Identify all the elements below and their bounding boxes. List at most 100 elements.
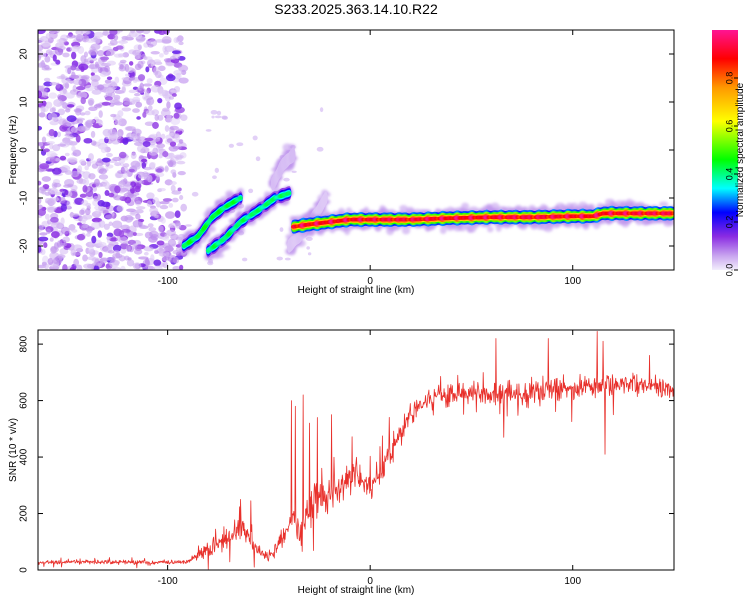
spectrogram-noise-blob (154, 250, 159, 255)
spectrogram-noise-blob (168, 202, 174, 208)
spectrogram-noise-blob (111, 220, 123, 229)
spectrogram-noise-blob (48, 128, 55, 137)
spectrogram-noise-blob (134, 185, 141, 193)
spectrogram-ridge-layer (205, 191, 292, 253)
spectrogram-noise-blob (162, 107, 170, 112)
spectrogram-noise-blob (57, 108, 66, 116)
spectrogram-noise-blob (170, 181, 177, 186)
spectrogram-noise-blob (61, 76, 71, 85)
spectrogram-noise-blob (78, 63, 89, 71)
spectrogram-noise-blob (69, 267, 75, 270)
spectrogram-noise-blob (84, 30, 90, 35)
spectrogram-noise-blob (104, 79, 112, 84)
spectrogram-noise-blob (75, 134, 81, 143)
spectrogram-noise-blob (117, 40, 128, 44)
spectrogram-noise-blob (43, 77, 51, 82)
spectrogram-noise-blob (99, 257, 108, 264)
spectrogram-noise-blob (129, 61, 134, 66)
spectrogram-ridge-cell (238, 196, 243, 200)
spectrogram-noise-blob (72, 244, 83, 252)
spectrogram-noise-blob (146, 97, 155, 106)
spectrogram-noise-blob (162, 236, 170, 241)
spectrogram-noise-blob (88, 48, 99, 56)
spectrogram-noise-blob (38, 125, 43, 131)
spectrogram-noise-blob (38, 30, 46, 35)
spectrogram-noise-blob (114, 121, 122, 126)
spectrogram-noise-blob (164, 94, 171, 102)
spectrogram-noise-blob (58, 197, 66, 204)
spectrogram-stray-speckle (252, 135, 258, 141)
spectrogram-noise-blob (90, 43, 101, 50)
spectrogram-noise-blob (50, 245, 57, 254)
spectrogram-noise-blob (172, 265, 181, 270)
spectrogram-noise-blob (97, 84, 105, 90)
spectrogram-noise-blob (112, 156, 122, 162)
spectrogram-noise-blob (134, 63, 142, 71)
spectrogram-noise-blob (87, 256, 97, 261)
spectrogram-stray-speckle (284, 257, 291, 261)
spectrogram-noise-blob (148, 227, 157, 232)
spectrogram-noise-blob (64, 108, 71, 113)
spectrogram-noise-blob (173, 112, 180, 119)
spectrogram-noise-blob (150, 84, 161, 93)
spectrogram-noise-blob (59, 155, 67, 161)
spectrogram-noise-blob (43, 148, 50, 153)
spectrogram-noise-blob (161, 36, 172, 44)
spectrogram-noise-blob (156, 143, 166, 149)
spectrogram-noise-blob (76, 233, 86, 241)
spectrogram-noise-blob (90, 130, 96, 138)
spectrogram-noise-blob (110, 80, 116, 87)
spectrogram-ridge (268, 143, 299, 192)
spectrogram-noise-blob (94, 258, 100, 267)
spectrogram-noise-blob (176, 160, 186, 165)
spectrogram-noise-blob (104, 65, 110, 73)
spectrogram-noise-blob (79, 193, 87, 198)
spectrogram-noise-blob (157, 147, 164, 151)
spectrogram-stray-speckle (221, 115, 228, 120)
spectrogram-noise-blob (132, 108, 140, 113)
spectrogram-noise-blob (84, 84, 95, 92)
spectrogram-ridge-halo-blob (439, 226, 447, 235)
spectrogram-noise-blob (43, 81, 53, 87)
spectrogram-noise-blob (138, 179, 144, 185)
spectrogram-noise-blob (79, 209, 85, 216)
spectrogram-noise-blob (121, 172, 129, 179)
spectrogram-noise-blob (45, 156, 57, 163)
spectrogram-noise-blob (79, 112, 86, 116)
spectrogram-noise-blob (88, 153, 94, 161)
spectrogram-noise-blob (174, 133, 181, 141)
spectrogram-noise-blob (122, 137, 129, 145)
spectrogram-noise-blob (68, 135, 74, 140)
spectrogram-noise-blob (117, 169, 128, 174)
spectrogram-noise-blob (52, 258, 60, 265)
spectrogram-noise-blob (105, 152, 113, 158)
spectrogram-ridge-layer (181, 196, 243, 248)
spectrogram-noise-blob (71, 51, 77, 60)
spectrogram-noise-blob (166, 114, 172, 120)
spectrogram-noise-blob (143, 246, 154, 252)
spectrogram-stray-speckle (319, 107, 324, 113)
spectrogram-noise-blob (91, 217, 102, 223)
spectrogram-stray-speckle (212, 175, 217, 180)
spectrogram-noise-blob (39, 232, 48, 236)
spectrogram-noise-blob (70, 126, 78, 133)
spectrogram-noise-blob (47, 206, 56, 213)
spectrogram-noise-blob (120, 224, 131, 231)
spectrogram-noise-blob (118, 236, 128, 244)
spectrogram-noise-blob (132, 232, 137, 237)
spectrogram-noise-blob (105, 50, 111, 57)
spectrogram-ridge-cell (323, 191, 328, 205)
spectrogram-noise-blob (135, 245, 142, 252)
spectrogram-noise-blob (47, 197, 57, 206)
spectrogram-noise-blob (152, 121, 159, 129)
spectrogram-noise-blob (101, 201, 111, 208)
spectrogram-noise-blob (84, 165, 89, 171)
spectrogram-ridge-halo-blob (487, 226, 494, 233)
spectrogram-noise-blob (80, 55, 87, 63)
spectrogram-noise-blob (67, 157, 78, 163)
spectrogram-noise-blob (120, 247, 127, 254)
spectrogram-noise-blob (144, 231, 153, 239)
spectrogram-noise-blob (105, 87, 114, 94)
spectrogram-noise-blob (41, 176, 52, 182)
spectrogram-noise-blob (162, 151, 169, 158)
